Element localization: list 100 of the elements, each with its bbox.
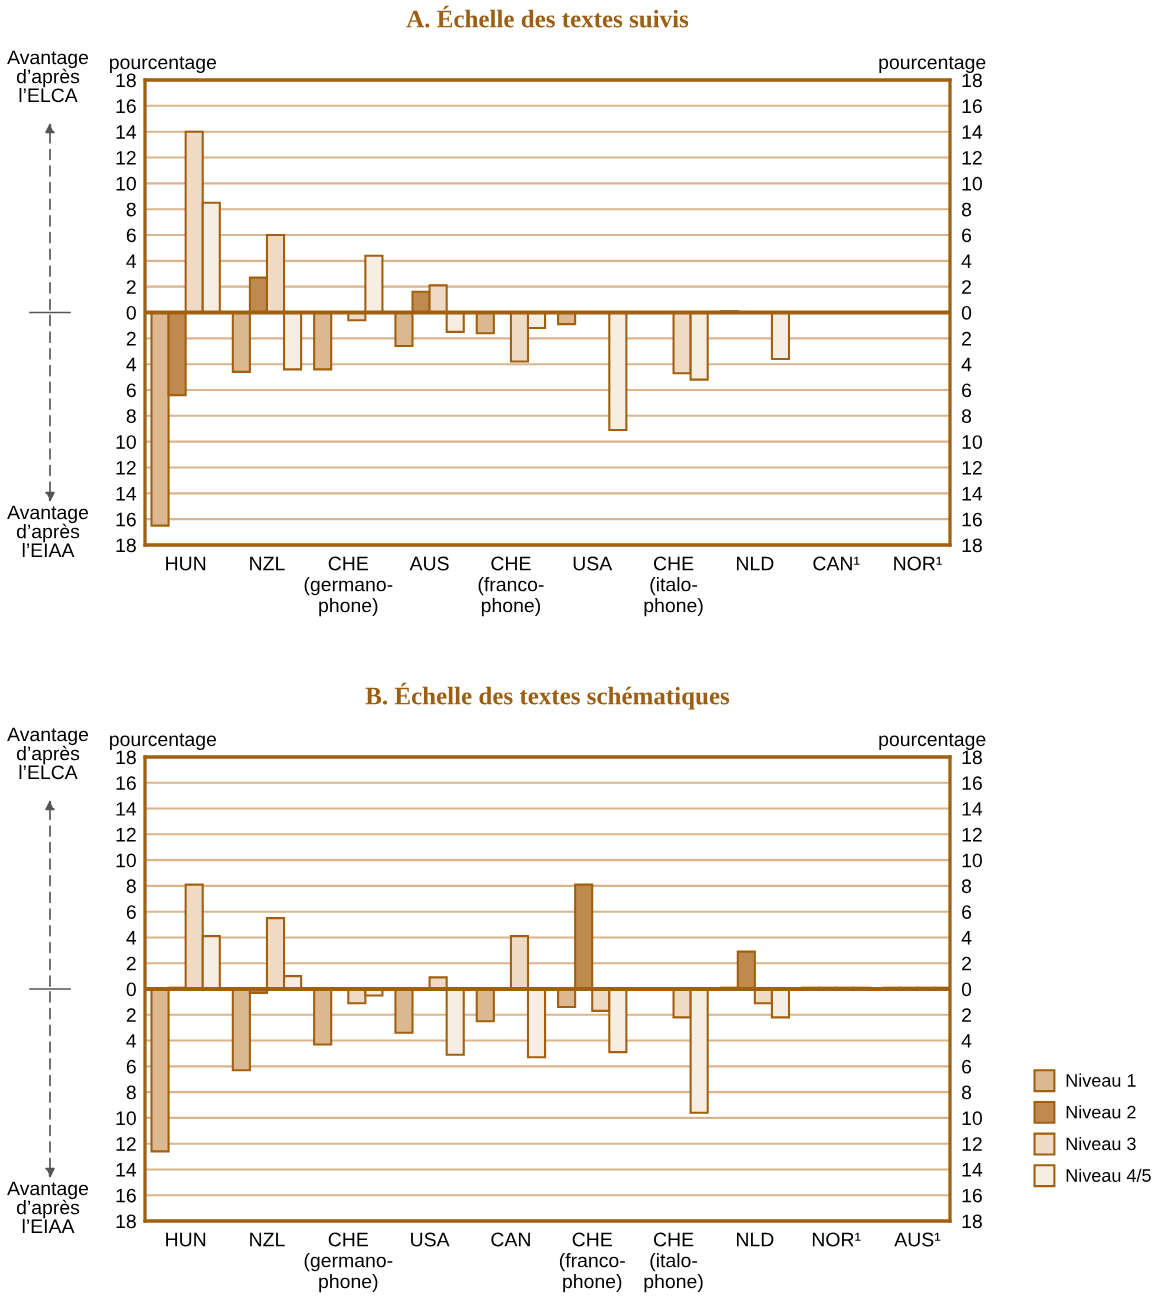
y2-tick-label: 6 bbox=[962, 905, 972, 919]
chart-title: B. Échelle des textes schématiques bbox=[365, 682, 730, 710]
legend-label: Niveau 4/5 bbox=[1066, 1168, 1151, 1182]
legend-label: Niveau 2 bbox=[1066, 1105, 1136, 1119]
y2-tick-label: 12 bbox=[962, 460, 982, 475]
x-tick-label: USA bbox=[573, 556, 613, 571]
y2-tick-label: 4 bbox=[961, 357, 972, 372]
x-tick-label: CHE (germano- phone) bbox=[304, 556, 393, 617]
y2-tick-label: 14 bbox=[962, 125, 983, 139]
y2-tick-label: 18 bbox=[962, 1214, 982, 1229]
y2-tick-label: 4 bbox=[961, 254, 972, 268]
x-tick-label: NZL bbox=[250, 1232, 285, 1247]
y-tick-label: 14 bbox=[116, 487, 137, 501]
y-tick-label: 4 bbox=[126, 357, 137, 372]
y-tick-label: 16 bbox=[116, 776, 136, 791]
y-tick-label: 0 bbox=[126, 305, 136, 320]
y2-tick-label: 18 bbox=[962, 73, 982, 88]
y2-tick-label: 2 bbox=[962, 1008, 971, 1022]
y2-tick-label: 6 bbox=[962, 228, 972, 243]
y-tick-label: 2 bbox=[126, 331, 136, 346]
y-tick-label: 10 bbox=[116, 1111, 136, 1126]
y-tick-label: 2 bbox=[126, 280, 136, 294]
y2-tick-label: 18 bbox=[962, 538, 982, 553]
y-tick-label: 18 bbox=[116, 750, 136, 765]
y2-axis-title: pourcentage bbox=[879, 56, 986, 74]
y-tick-label: 2 bbox=[126, 1008, 136, 1022]
y-tick-label: 18 bbox=[116, 538, 136, 553]
y-tick-label: 8 bbox=[126, 1085, 136, 1100]
text: Avantage d’après l’ELCA bbox=[7, 727, 89, 780]
y-tick-label: 16 bbox=[116, 99, 136, 114]
y-tick-label: 12 bbox=[116, 460, 136, 475]
y-tick-label: 8 bbox=[126, 879, 136, 894]
y-tick-label: 14 bbox=[116, 125, 137, 139]
y2-tick-label: 8 bbox=[961, 1085, 972, 1100]
y2-tick-label: 4 bbox=[961, 931, 972, 945]
legend-label: Niveau 3 bbox=[1066, 1136, 1136, 1151]
x-tick-label: CAN¹ bbox=[813, 556, 860, 571]
y2-tick-label: 16 bbox=[962, 1188, 982, 1203]
y2-tick-label: 6 bbox=[962, 383, 972, 398]
x-tick-label: NLD bbox=[736, 556, 774, 571]
x-tick-label: CAN bbox=[491, 1232, 530, 1247]
y-tick-label: 4 bbox=[126, 931, 137, 945]
y2-tick-label: 10 bbox=[962, 1111, 982, 1126]
x-tick-label: HUN bbox=[166, 556, 206, 571]
y2-tick-label: 10 bbox=[962, 435, 982, 449]
y2-tick-label: 12 bbox=[962, 150, 982, 165]
y-axis-title: pourcentage bbox=[110, 56, 217, 74]
x-tick-label: CHE (franco- phone) bbox=[559, 1232, 625, 1293]
chart-title: A. Échelle des textes suivis bbox=[406, 5, 689, 28]
y2-tick-label: 2 bbox=[962, 331, 971, 346]
y-tick-label: 14 bbox=[116, 802, 137, 816]
x-tick-label: CHE (franco- phone) bbox=[478, 556, 544, 617]
y2-tick-label: 12 bbox=[962, 1137, 982, 1151]
y2-tick-label: 0 bbox=[961, 982, 972, 997]
x-tick-label: NZL bbox=[250, 556, 285, 571]
y-tick-label: 8 bbox=[126, 409, 136, 424]
text: Avantage d’après l’EIAA bbox=[7, 1181, 89, 1233]
y-tick-label: 10 bbox=[116, 176, 136, 191]
y-tick-label: 14 bbox=[116, 1163, 137, 1177]
y2-tick-label: 16 bbox=[962, 99, 982, 114]
y-tick-label: 12 bbox=[116, 827, 136, 842]
legend-label: Niveau 1 bbox=[1066, 1073, 1136, 1087]
x-tick-label: CHE (italo- phone) bbox=[644, 556, 703, 617]
y-tick-label: 2 bbox=[126, 956, 136, 971]
x-tick-label: AUS¹ bbox=[894, 1232, 941, 1247]
y-tick-label: 10 bbox=[116, 853, 136, 868]
x-tick-label: NOR¹ bbox=[894, 556, 942, 571]
y2-tick-label: 4 bbox=[961, 1034, 972, 1048]
y2-tick-label: 0 bbox=[961, 305, 972, 320]
x-tick-label: CHE (germano- phone) bbox=[304, 1232, 393, 1293]
y-tick-label: 8 bbox=[126, 202, 136, 217]
y-tick-label: 18 bbox=[116, 73, 136, 88]
y2-tick-label: 2 bbox=[962, 280, 971, 294]
y-axis-title: pourcentage bbox=[110, 733, 217, 751]
y2-tick-label: 10 bbox=[962, 176, 982, 191]
y2-tick-label: 8 bbox=[961, 409, 972, 424]
y-tick-label: 16 bbox=[116, 1188, 136, 1203]
y-tick-label: 10 bbox=[116, 435, 136, 449]
y2-tick-label: 18 bbox=[962, 750, 982, 765]
y-tick-label: 6 bbox=[126, 383, 136, 398]
x-tick-label: USA bbox=[411, 1232, 450, 1247]
y2-tick-label: 12 bbox=[962, 827, 982, 842]
y-tick-label: 16 bbox=[116, 512, 136, 527]
y-tick-label: 18 bbox=[116, 1214, 136, 1229]
x-tick-label: NOR¹ bbox=[812, 1232, 861, 1247]
y2-tick-label: 16 bbox=[962, 776, 982, 791]
x-tick-label: HUN bbox=[166, 1232, 206, 1247]
y2-tick-label: 14 bbox=[962, 802, 983, 816]
y-tick-label: 6 bbox=[126, 228, 136, 243]
y2-tick-label: 14 bbox=[962, 1163, 983, 1177]
y2-tick-label: 2 bbox=[962, 956, 971, 971]
y-tick-label: 12 bbox=[116, 150, 136, 165]
y2-tick-label: 14 bbox=[962, 487, 983, 501]
y2-tick-label: 6 bbox=[962, 1059, 972, 1074]
x-tick-label: CHE (italo- phone) bbox=[644, 1232, 703, 1293]
text: Avantage d’après l’EIAA bbox=[7, 505, 89, 557]
x-tick-label: NLD bbox=[736, 1232, 774, 1247]
y-tick-label: 12 bbox=[116, 1137, 136, 1151]
y-tick-label: 6 bbox=[126, 905, 136, 919]
y2-tick-label: 16 bbox=[962, 512, 982, 527]
